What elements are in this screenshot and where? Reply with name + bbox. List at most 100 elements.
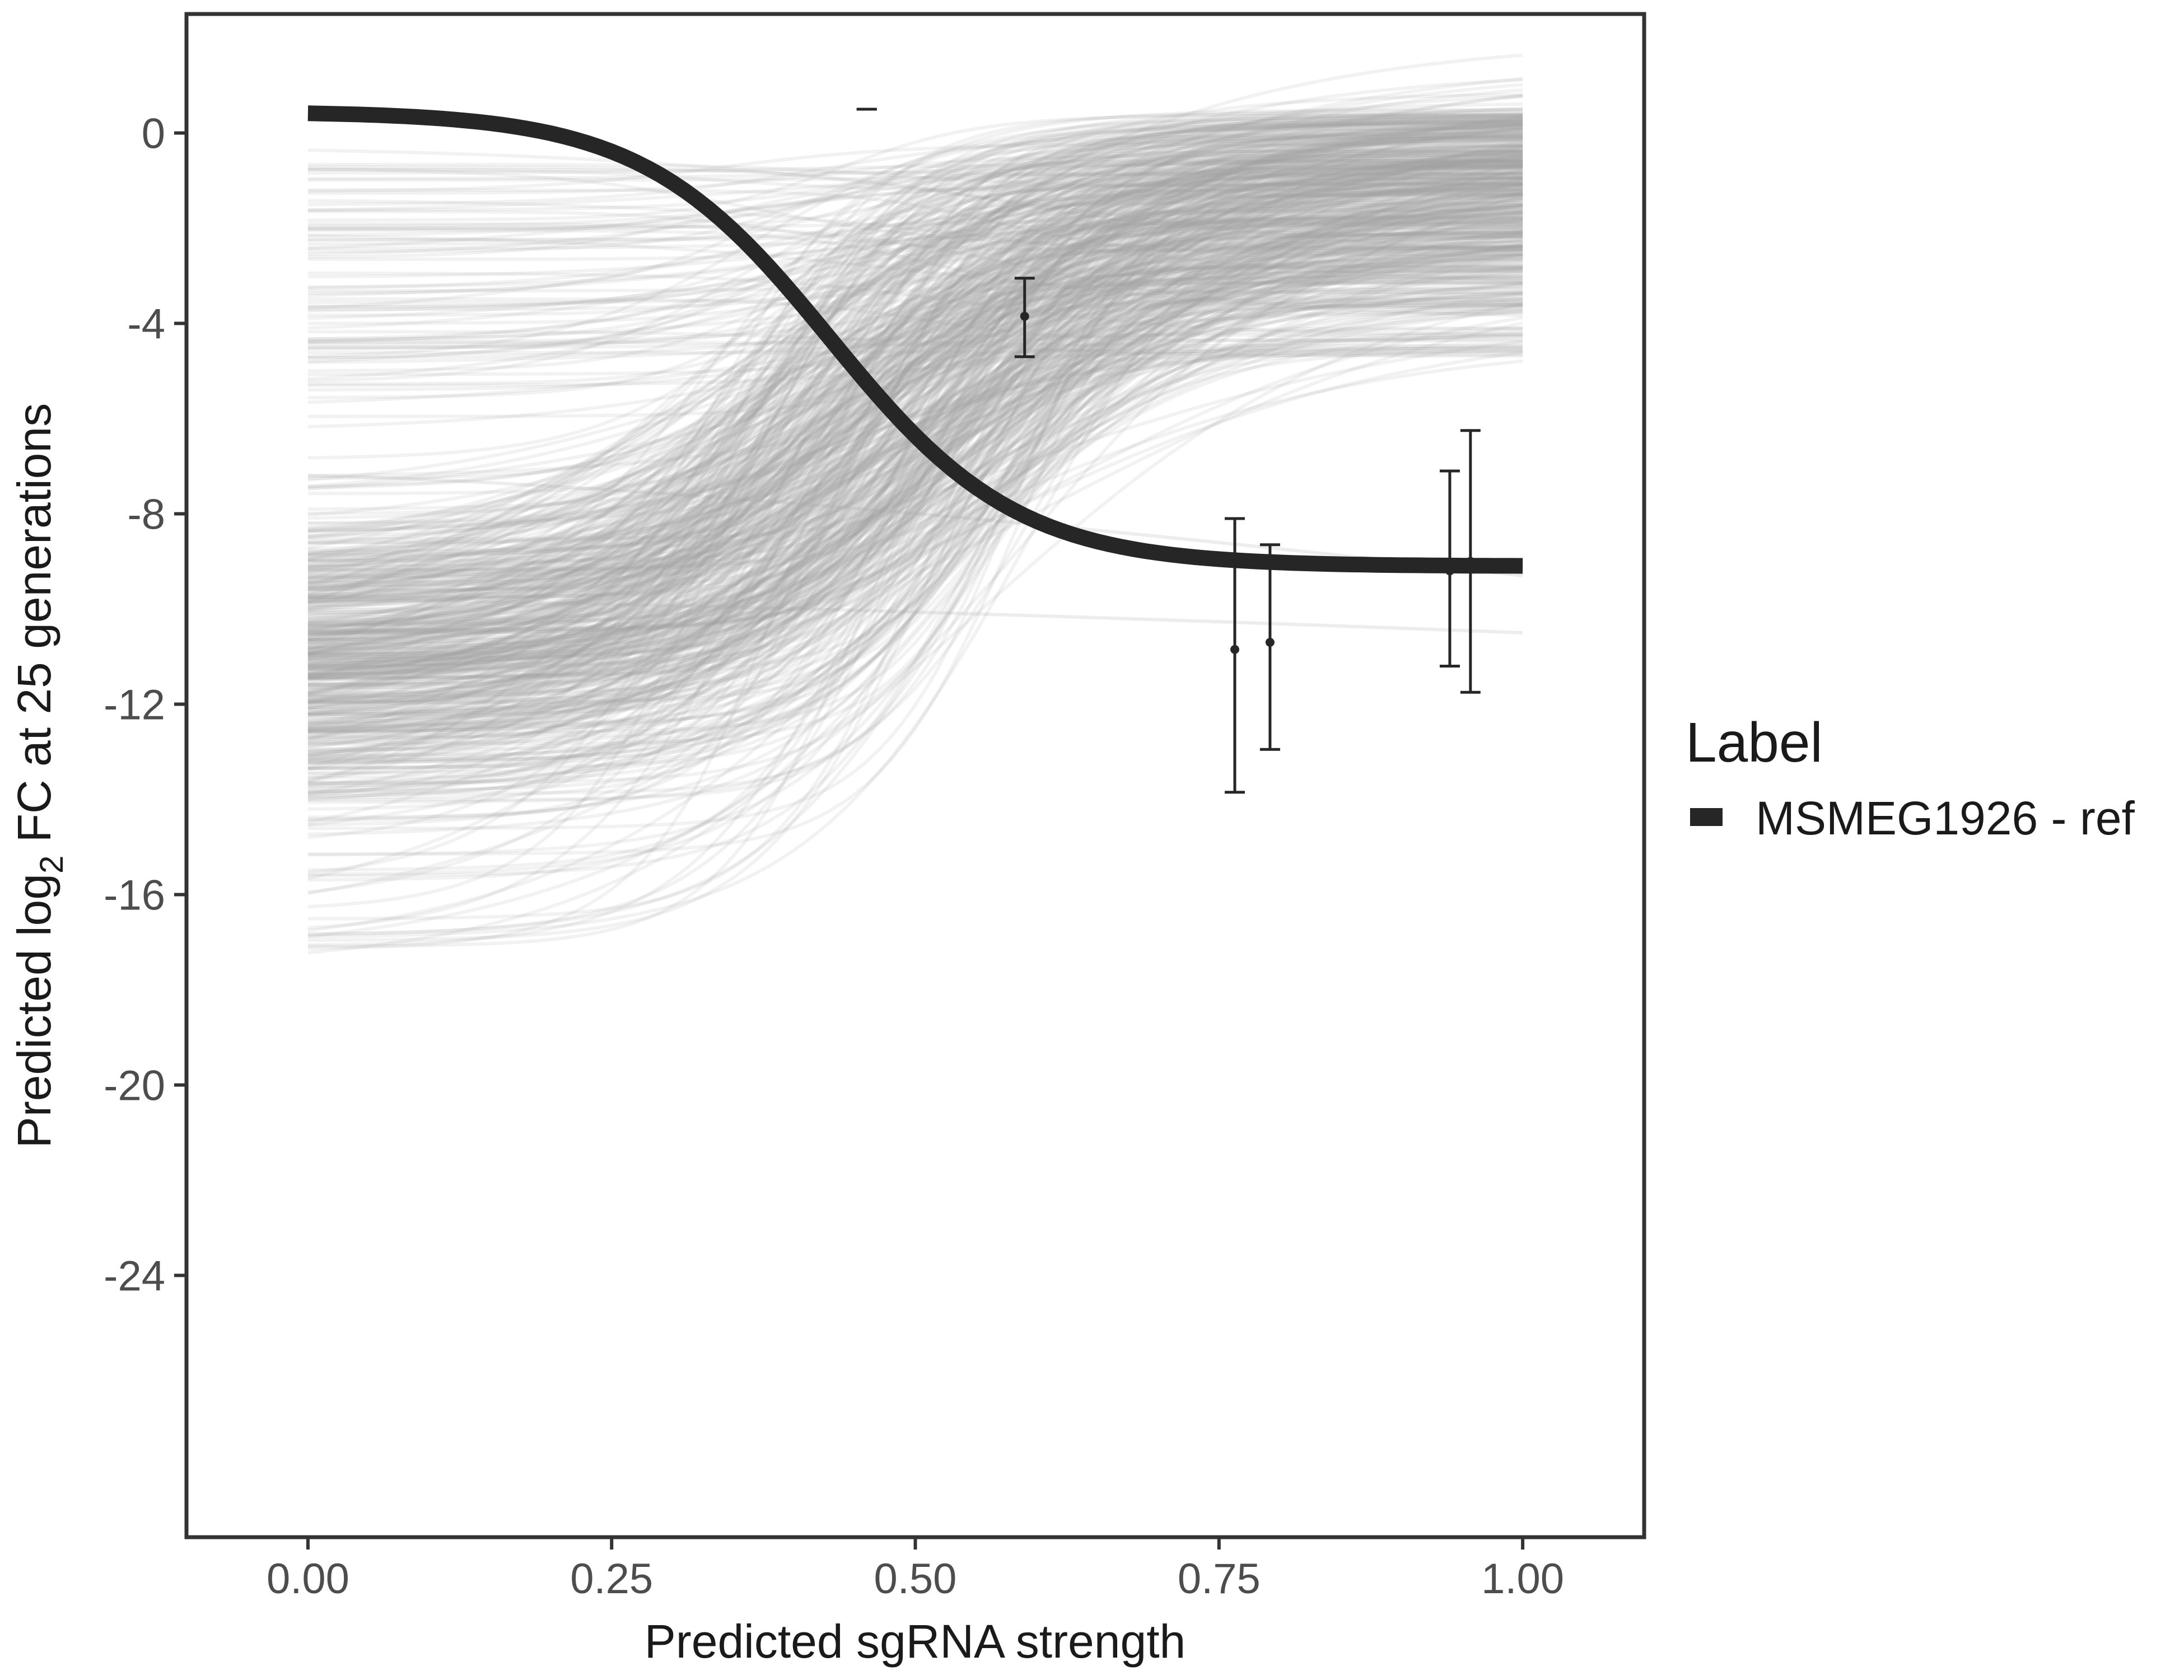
posterior-draw-line — [307, 136, 1523, 350]
posterior-draw-line — [307, 135, 1523, 730]
posterior-draw-line — [307, 220, 1523, 620]
posterior-draw-line — [307, 262, 1523, 657]
posterior-draw-line — [307, 158, 1523, 181]
posterior-draw-line — [307, 335, 1523, 785]
posterior-draw-line — [307, 95, 1523, 652]
posterior-draw-line — [307, 166, 1523, 626]
posterior-draw-line — [307, 123, 1523, 250]
x-tick-label: 0.00 — [267, 1555, 349, 1603]
posterior-draw-line — [307, 124, 1523, 712]
posterior-draw-line — [307, 134, 1523, 764]
posterior-draw-line — [307, 127, 1523, 363]
posterior-draw-line — [307, 231, 1523, 544]
posterior-draw-line — [307, 195, 1523, 824]
posterior-draw-line — [307, 124, 1523, 601]
posterior-draw-line — [307, 167, 1523, 192]
posterior-draw-line — [307, 164, 1523, 557]
posterior-draw-line — [307, 212, 1523, 708]
posterior-draw-line — [307, 284, 1523, 723]
posterior-draw-line — [307, 246, 1523, 347]
posterior-draw-line — [307, 193, 1523, 664]
posterior-draw-line — [307, 127, 1523, 733]
posterior-draw-line — [307, 287, 1523, 664]
posterior-draw-line — [307, 93, 1523, 647]
posterior-draw-line — [307, 195, 1523, 657]
posterior-draw-line — [307, 167, 1523, 786]
posterior-draw-line — [307, 119, 1523, 610]
posterior-draw-line — [307, 171, 1523, 795]
posterior-draw-line — [307, 197, 1523, 657]
posterior-draw-line — [307, 269, 1523, 304]
posterior-draw-line — [307, 349, 1523, 598]
posterior-draw-line — [307, 347, 1523, 388]
posterior-draw-line — [307, 134, 1523, 666]
posterior-draw-line — [307, 239, 1523, 570]
posterior-draw-line — [307, 309, 1523, 707]
posterior-draw-line — [307, 149, 1523, 563]
posterior-draw-line — [307, 225, 1523, 629]
posterior-draw-line — [307, 240, 1523, 741]
posterior-draw-line — [307, 331, 1523, 724]
posterior-draw-line — [307, 232, 1523, 673]
posterior-draw-line — [307, 163, 1523, 936]
posterior-draw-line — [307, 275, 1523, 641]
posterior-draw-line — [307, 181, 1523, 634]
posterior-draw-line — [307, 132, 1523, 585]
posterior-draw-line — [307, 137, 1523, 741]
posterior-draw-line — [307, 171, 1523, 496]
posterior-draw-line — [307, 119, 1523, 579]
posterior-draw-line — [307, 164, 1523, 591]
posterior-draw-line — [307, 216, 1523, 559]
posterior-draw-line — [307, 244, 1523, 716]
posterior-draw-line — [307, 183, 1523, 597]
posterior-draw-line — [307, 123, 1523, 638]
posterior-draw-line — [307, 301, 1523, 650]
posterior-draw-line — [307, 206, 1523, 570]
posterior-draw-line — [307, 92, 1523, 783]
posterior-draw-line — [307, 120, 1523, 341]
posterior-draw-line — [307, 208, 1523, 794]
posterior-draw-line — [307, 172, 1523, 585]
posterior-draw-line — [307, 167, 1523, 249]
observation-point — [1020, 311, 1029, 321]
posterior-draw-line — [307, 166, 1523, 716]
posterior-draw-line — [307, 128, 1523, 643]
posterior-draw-line — [307, 217, 1523, 680]
posterior-draw-line — [307, 290, 1523, 592]
posterior-draw-line — [307, 116, 1523, 696]
posterior-draw-line — [307, 155, 1523, 626]
posterior-draw-line — [307, 150, 1523, 599]
posterior-draw-line — [307, 235, 1523, 705]
posterior-draw-line — [307, 113, 1523, 675]
posterior-draw-line — [307, 151, 1523, 568]
posterior-draw-line — [307, 116, 1523, 606]
posterior-draw-line — [307, 203, 1523, 731]
posterior-draw-line — [307, 253, 1523, 712]
posterior-draw-line — [307, 221, 1523, 309]
posterior-draw-line — [307, 78, 1523, 604]
posterior-draw-line — [307, 189, 1523, 659]
posterior-draw-line — [307, 194, 1523, 628]
posterior-draw-line — [307, 106, 1523, 561]
posterior-draw-line — [307, 155, 1523, 615]
posterior-draw-line — [307, 206, 1523, 738]
posterior-draw-line — [307, 179, 1523, 237]
posterior-draw-line — [307, 130, 1523, 599]
posterior-draw-line — [307, 131, 1523, 762]
posterior-draw-line — [307, 247, 1523, 539]
posterior-draw-line — [307, 176, 1523, 750]
posterior-draw-line — [307, 116, 1523, 341]
posterior-draw-line — [307, 235, 1523, 639]
posterior-draw-line — [307, 113, 1523, 950]
posterior-draw-line — [307, 222, 1523, 343]
posterior-draw-line — [307, 176, 1523, 894]
posterior-draw-line — [307, 158, 1523, 732]
posterior-draw-line — [307, 214, 1523, 690]
posterior-draw-line — [307, 123, 1523, 752]
posterior-draw-line — [307, 271, 1523, 336]
posterior-draw-line — [307, 167, 1523, 584]
posterior-draw-line — [307, 209, 1523, 253]
posterior-draw-line — [307, 188, 1523, 242]
posterior-draw-line — [307, 321, 1523, 734]
